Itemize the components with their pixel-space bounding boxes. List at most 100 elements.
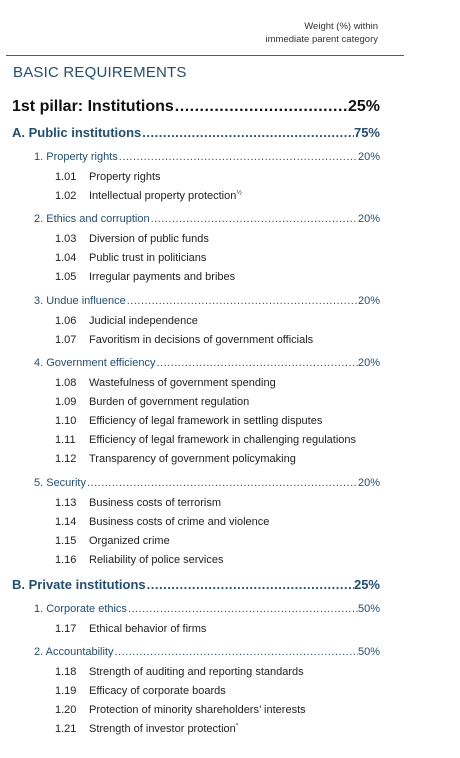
indicator-row: 1.07 Favoritism in decisions of governmen… — [55, 334, 313, 346]
indicator-row: 1.19 Efficacy of corporate boards — [55, 685, 226, 697]
indicator-row: 1.13 Business costs of terrorism — [55, 497, 221, 509]
indicator-name: Business costs of crime and violence — [89, 516, 270, 528]
indicator-name: Organized crime — [89, 535, 170, 547]
weight-note-line1: Weight (%) within — [304, 21, 378, 32]
pillar-row: 1st pillar: Institutions ...............… — [12, 98, 380, 116]
indicator-row: 1.15 Organized crime — [55, 535, 170, 547]
indicator-row: 1.01 Property rights — [55, 171, 161, 183]
indicator-name: Irregular payments and bribes — [89, 271, 236, 283]
pillar-label: 1st pillar: Institutions — [12, 98, 174, 115]
indicator-number: 1.03 — [55, 233, 77, 245]
category-row: 2. Ethics and corruption ...............… — [34, 213, 380, 225]
category-label: 4. Government efficiency — [34, 357, 156, 369]
category-label: 1. Property rights — [34, 151, 118, 163]
weight-note-line2: immediate parent category — [265, 34, 378, 45]
subsection-weight: 75% — [353, 125, 380, 140]
category-weight: 50% — [357, 603, 380, 615]
indicator-number: 1.01 — [55, 171, 77, 183]
indicator-name: Property rights — [89, 171, 161, 183]
pillar-weight: 25% — [347, 98, 380, 115]
indicator-row: 1.11 Efficiency of legal framework in cha… — [55, 434, 356, 446]
category-row: 5. Security ............................… — [34, 477, 380, 489]
indicator-row: 1.17 Ethical behavior of firms — [55, 623, 206, 635]
category-weight: 20% — [357, 151, 380, 163]
weight-note: Weight (%) within immediate parent categ… — [266, 20, 378, 46]
indicator-name: Strength of investor protection — [89, 723, 236, 735]
indicator-number: 1.08 — [55, 377, 77, 389]
category-weight: 20% — [357, 213, 380, 225]
indicator-number: 1.02 — [55, 190, 77, 202]
indicator-row: 1.14 Business costs of crime and violence — [55, 516, 269, 528]
indicator-name: Ethical behavior of firms — [89, 623, 207, 635]
indicator-row: 1.21 Strength of investor protection* — [55, 723, 238, 735]
indicator-name: Judicial independence — [89, 315, 198, 327]
category-weight: 20% — [357, 477, 380, 489]
indicator-name: Burden of government regulation — [89, 396, 250, 408]
dot-leader: ........................................… — [118, 151, 358, 163]
dot-leader: ........................................… — [174, 98, 348, 115]
indicator-row: 1.03 Diversion of public funds — [55, 233, 209, 245]
indicator-row: 1.02 Intellectual property protection½ — [55, 190, 242, 202]
indicator-number: 1.18 — [55, 666, 77, 678]
indicator-row: 1.09 Burden of government regulation — [55, 396, 249, 408]
category-weight: 50% — [357, 646, 380, 658]
section-title: BASIC REQUIREMENTS — [13, 64, 187, 81]
indicator-row: 1.20 Protection of minority shareholders’… — [55, 704, 306, 716]
category-row: 3. Undue influence .....................… — [34, 295, 380, 307]
indicator-row: 1.06 Judicial independence — [55, 315, 198, 327]
indicator-name: Strength of auditing and reporting stand… — [89, 666, 304, 678]
indicator-number: 1.07 — [55, 334, 77, 346]
category-label: 2. Ethics and corruption — [34, 213, 150, 225]
category-label: 2. Accountability — [34, 646, 114, 658]
indicator-name: Transparency of government policymaking — [89, 453, 296, 465]
indicator-name: Efficiency of legal framework in settlin… — [89, 415, 323, 427]
indicator-row: 1.18 Strength of auditing and reporting s… — [55, 666, 304, 678]
category-row: 2. Accountability ......................… — [34, 646, 380, 658]
subsection-label: A. Public institutions — [12, 125, 142, 140]
indicator-number: 1.04 — [55, 252, 77, 264]
category-weight: 20% — [357, 295, 380, 307]
indicator-row: 1.08 Wastefulness of government spending — [55, 377, 276, 389]
indicator-number: 1.16 — [55, 554, 77, 566]
dot-leader: ........................................… — [126, 295, 358, 307]
indicator-name: Business costs of terrorism — [89, 497, 222, 509]
indicator-number: 1.05 — [55, 271, 77, 283]
indicator-name: Protection of minority shareholders’ int… — [89, 704, 306, 716]
indicator-row: 1.10 Efficiency of legal framework in set… — [55, 415, 322, 427]
subsection-row: B. Private institutions ................… — [12, 577, 380, 592]
indicator-number: 1.09 — [55, 396, 77, 408]
indicator-row: 1.12 Transparency of government policymak… — [55, 453, 296, 465]
indicator-number: 1.19 — [55, 685, 77, 697]
dot-leader: ........................................… — [114, 646, 358, 658]
dot-leader: ........................................… — [150, 213, 358, 225]
indicator-name: Reliability of police services — [89, 554, 224, 566]
subsection-weight: 25% — [353, 577, 380, 592]
dot-leader: ........................................… — [127, 603, 358, 615]
indicator-name: Efficiency of legal framework in challen… — [89, 434, 356, 446]
indicator-row: 1.16 Reliability of police services — [55, 554, 224, 566]
indicator-number: 1.06 — [55, 315, 77, 327]
indicator-number: 1.10 — [55, 415, 77, 427]
dot-leader: ........................................… — [86, 477, 358, 489]
subsection-row: A. Public institutions .................… — [12, 125, 380, 140]
indicator-number: 1.11 — [55, 434, 76, 446]
indicator-name: Favoritism in decisions of government of… — [89, 334, 314, 346]
dot-leader: ........................................… — [146, 577, 354, 592]
dot-leader: ........................................… — [156, 357, 358, 369]
footnote-mark: * — [235, 722, 239, 730]
dot-leader: ........................................… — [142, 125, 354, 140]
indicator-name: Diversion of public funds — [89, 233, 209, 245]
indicator-name: Wastefulness of government spending — [89, 377, 276, 389]
category-label: 5. Security — [34, 477, 86, 489]
category-weight: 20% — [357, 357, 380, 369]
indicator-number: 1.12 — [55, 453, 77, 465]
indicator-row: 1.05 Irregular payments and bribes — [55, 271, 235, 283]
subsection-label: B. Private institutions — [12, 577, 146, 592]
category-label: 1. Corporate ethics — [34, 603, 127, 615]
indicator-name: Intellectual property protection — [89, 190, 237, 202]
category-row: 1. Property rights .....................… — [34, 151, 380, 163]
section-divider — [6, 55, 404, 56]
indicator-number: 1.21 — [55, 723, 77, 735]
indicator-name: Public trust in politicians — [89, 252, 207, 264]
indicator-name: Efficacy of corporate boards — [89, 685, 226, 697]
